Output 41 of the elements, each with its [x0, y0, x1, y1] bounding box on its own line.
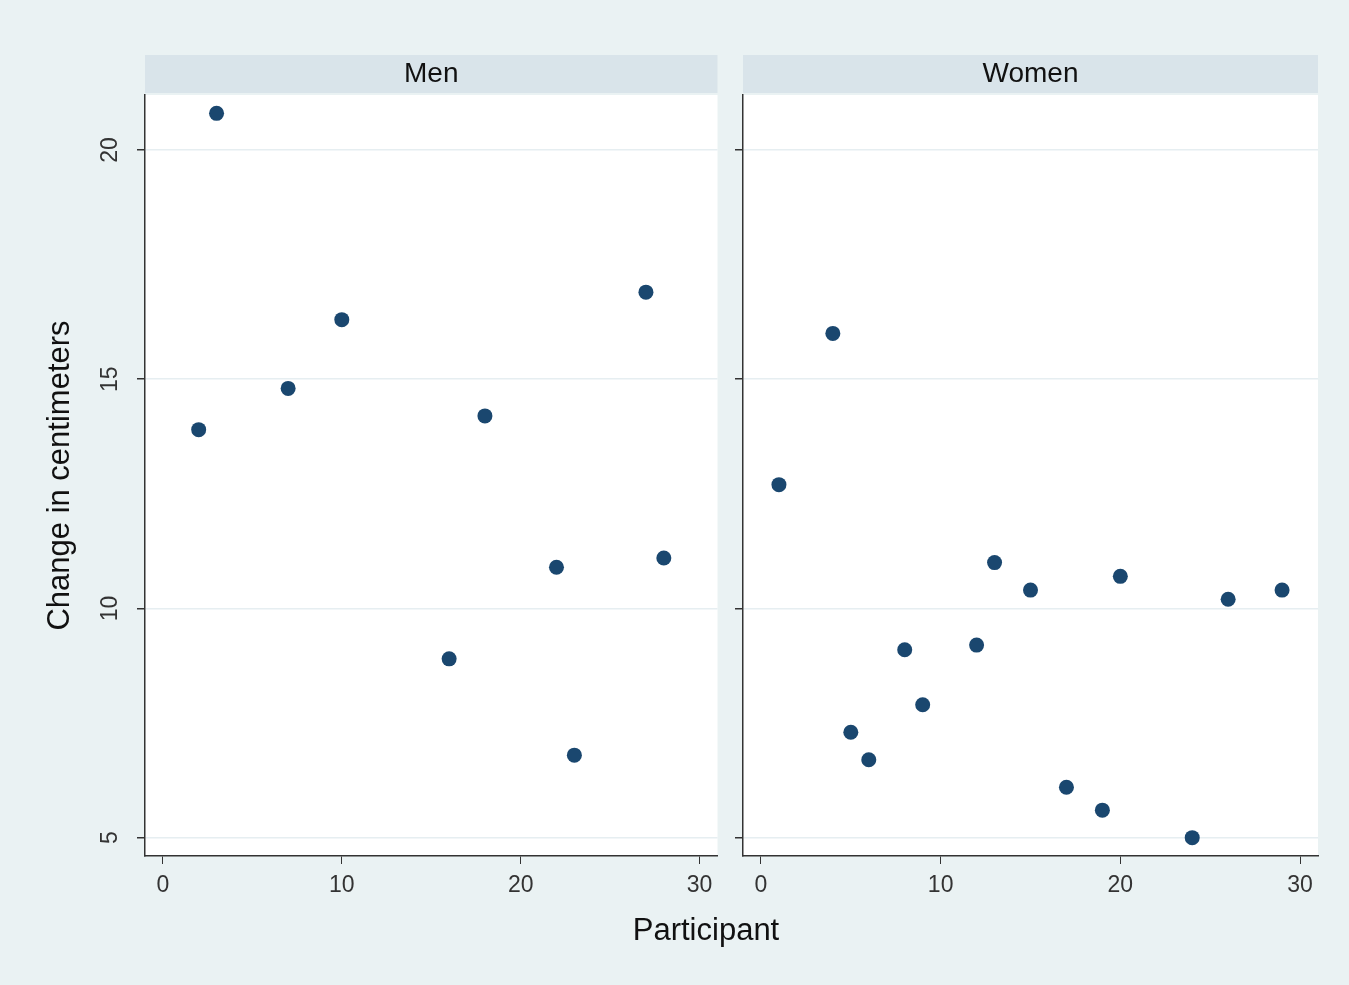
- point: [441, 651, 457, 667]
- x-tick-label: 20: [1107, 871, 1134, 898]
- x-tick-label: 10: [329, 871, 355, 898]
- x-tick-label: 30: [1287, 871, 1313, 898]
- point: [771, 477, 787, 493]
- point: [969, 637, 985, 653]
- x-tick-label: 30: [686, 871, 713, 898]
- chart-title: Women: [982, 56, 1079, 88]
- x-tick-label: 10: [927, 871, 954, 898]
- point: [861, 752, 877, 768]
- y-tick-label: 15: [96, 366, 123, 393]
- point: [1274, 582, 1290, 598]
- point: [209, 105, 225, 121]
- point: [825, 325, 841, 341]
- x-tick-label: 0: [754, 871, 768, 898]
- point: [1220, 591, 1236, 607]
- point: [1112, 568, 1128, 584]
- point: [334, 312, 350, 328]
- y-tick-label: 20: [96, 137, 123, 163]
- point: [566, 747, 582, 763]
- point: [477, 408, 493, 424]
- point: [987, 555, 1003, 571]
- point: [1023, 582, 1038, 598]
- point: [548, 559, 564, 575]
- point: [191, 422, 207, 438]
- x-tick-label: 20: [507, 871, 534, 898]
- y-axis-title: Change in centimeters: [40, 320, 76, 631]
- x-tick-label: 0: [156, 871, 170, 898]
- point: [897, 642, 913, 658]
- point: [280, 380, 296, 396]
- point: [1184, 830, 1200, 846]
- y-tick-label: 5: [96, 831, 123, 845]
- point: [638, 284, 654, 300]
- point: [1094, 802, 1110, 818]
- y-tick-label: 10: [96, 595, 123, 622]
- point: [656, 550, 672, 566]
- x-axis-title: Participant: [631, 912, 781, 948]
- chart-title: Men: [404, 56, 459, 88]
- point: [915, 697, 931, 713]
- point: [843, 724, 859, 740]
- point: [1058, 779, 1074, 795]
